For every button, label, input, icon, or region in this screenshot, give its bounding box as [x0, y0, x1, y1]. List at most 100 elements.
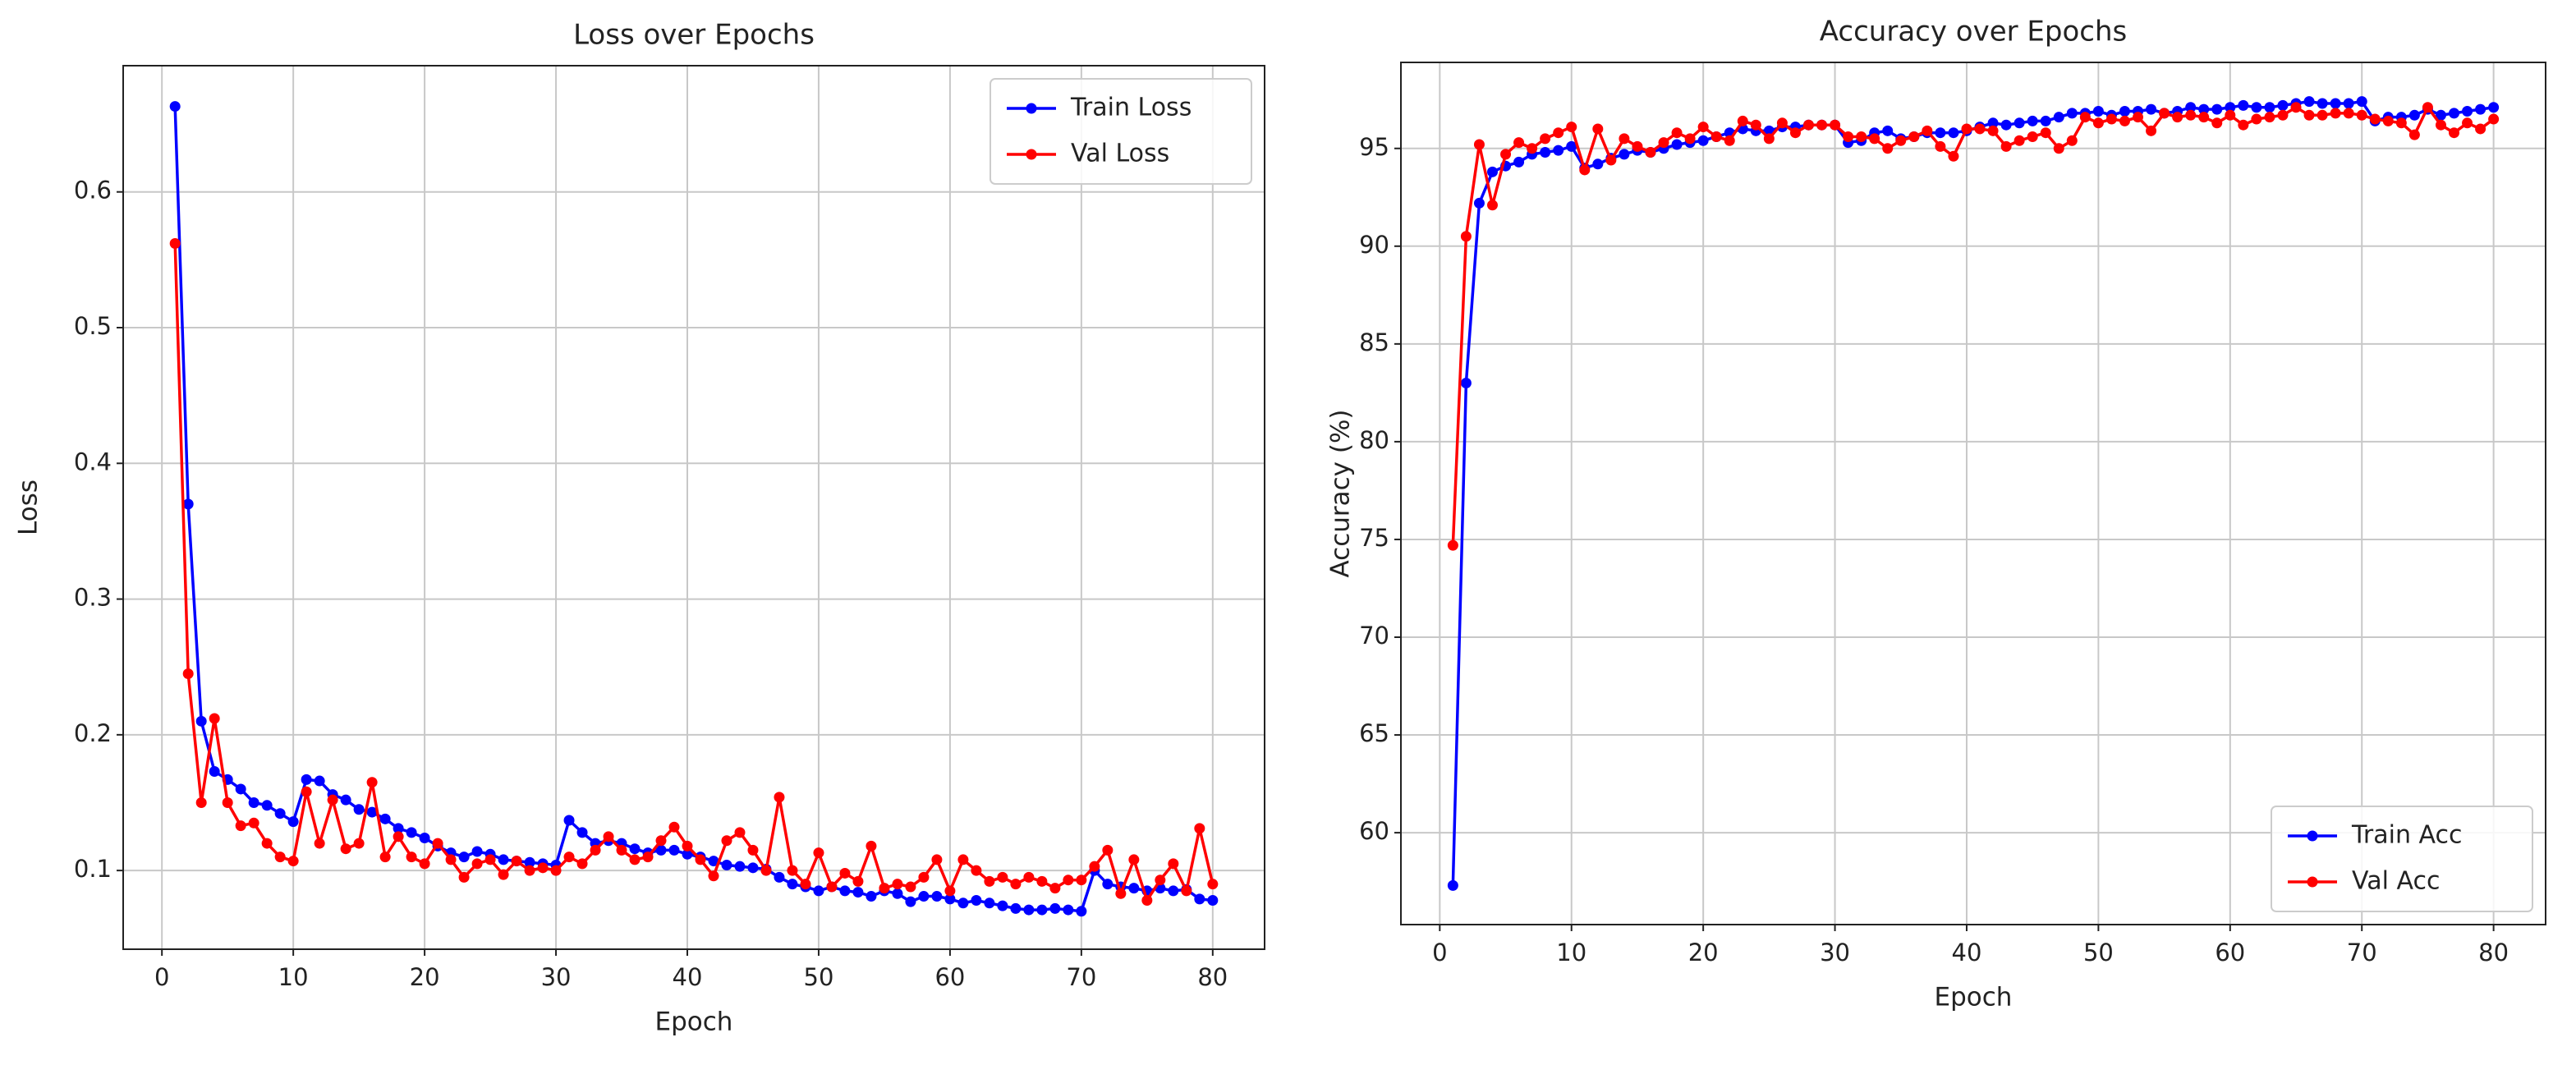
data-point [2330, 98, 2341, 109]
data-point [747, 862, 759, 874]
data-point [2343, 108, 2354, 119]
data-point [1843, 131, 1854, 142]
data-point [616, 844, 627, 856]
data-point [2040, 115, 2051, 126]
data-point [1023, 871, 1035, 883]
data-point [353, 804, 365, 815]
y-tick-label: 85 [1359, 328, 1389, 356]
data-point [1063, 874, 1074, 886]
data-point [2264, 112, 2275, 123]
data-point [1513, 137, 1525, 149]
data-point [905, 896, 916, 907]
data-point [2027, 115, 2038, 126]
data-point [471, 858, 483, 870]
x-tick-label: 80 [1197, 963, 1228, 991]
data-point [1935, 140, 1946, 152]
data-point [2475, 123, 2486, 135]
data-point [1473, 197, 1485, 209]
data-point [1948, 127, 1959, 139]
data-point [603, 831, 614, 842]
x-tick-label: 20 [410, 963, 440, 991]
data-point [642, 852, 654, 863]
data-point [760, 865, 772, 876]
data-point [2146, 125, 2157, 136]
data-point [458, 852, 470, 863]
data-point [695, 854, 706, 865]
data-point [1447, 879, 1458, 891]
data-point [563, 815, 575, 826]
data-point [1076, 874, 1087, 886]
data-point [248, 817, 259, 829]
y-tick-label: 0.1 [74, 855, 112, 883]
x-tick-label: 20 [1688, 939, 1719, 966]
data-point [458, 871, 470, 883]
data-point [629, 854, 641, 865]
data-point [1553, 127, 1564, 139]
data-point [813, 885, 824, 897]
data-point [419, 832, 430, 843]
data-point [2119, 115, 2130, 126]
data-point [1802, 119, 1814, 131]
data-point [2211, 117, 2223, 129]
legend-marker [2307, 830, 2318, 842]
y-tick-label: 80 [1359, 426, 1389, 454]
data-point [327, 794, 338, 806]
data-point [721, 860, 732, 871]
data-point [997, 871, 1008, 883]
x-axis-label: Epoch [1935, 983, 2013, 1012]
data-point [222, 796, 233, 808]
x-tick-label: 40 [673, 963, 703, 991]
data-point [406, 852, 417, 863]
data-point [340, 794, 351, 806]
data-point [1181, 885, 1192, 897]
data-point [209, 765, 220, 777]
data-point [2211, 103, 2223, 115]
data-point [379, 852, 391, 863]
data-point [261, 800, 273, 811]
data-point [2356, 96, 2367, 108]
data-point [550, 865, 562, 876]
data-point [1856, 131, 1867, 142]
data-point [2395, 117, 2407, 129]
data-point [997, 900, 1008, 911]
x-tick-label: 30 [1820, 939, 1850, 966]
data-point [1619, 133, 1630, 145]
data-point [1141, 894, 1153, 906]
data-point [1049, 883, 1061, 894]
legend-marker [2307, 876, 2318, 888]
data-point [2172, 112, 2183, 123]
data-point [484, 854, 496, 865]
data-point [2408, 109, 2420, 121]
y-tick-label: 0.6 [74, 177, 112, 204]
data-point [2422, 102, 2433, 113]
data-point [1063, 904, 1074, 916]
data-point [2066, 108, 2078, 119]
data-point [892, 888, 903, 899]
data-point [1194, 823, 1205, 834]
data-point [1102, 879, 1114, 890]
data-point [406, 827, 417, 838]
data-point [340, 843, 351, 855]
data-point [248, 796, 259, 808]
y-axis-label: Loss [14, 480, 44, 535]
data-point [655, 844, 667, 856]
data-point [1102, 844, 1114, 856]
data-point [169, 101, 181, 112]
data-point [800, 879, 811, 890]
legend-label: Val Loss [1071, 140, 1169, 168]
y-tick-label: 0.4 [74, 448, 112, 475]
data-point [1036, 875, 1048, 887]
data-point [2488, 113, 2500, 125]
data-point [432, 838, 443, 849]
data-point [182, 498, 194, 510]
data-point [1697, 122, 1709, 133]
data-point [734, 861, 746, 872]
data-point [1089, 861, 1100, 872]
data-point [734, 827, 746, 838]
data-point [2475, 103, 2486, 115]
data-point [2133, 112, 2144, 123]
data-point [1935, 127, 1946, 139]
data-point [2014, 117, 2025, 129]
data-point [668, 821, 680, 833]
data-point [787, 879, 798, 890]
